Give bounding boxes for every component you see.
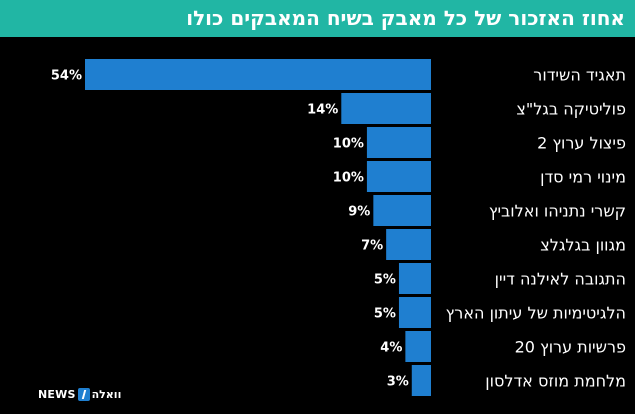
bar (398, 297, 431, 328)
bar-value-label: 14% (307, 103, 338, 118)
bar (411, 365, 431, 396)
category-label: פוליטיקה בגל"צ (516, 100, 626, 119)
bar-value-label: 54% (51, 69, 82, 84)
category-label: התגובה לאילנה דיין (495, 270, 626, 289)
category-label: פיצול ערוץ 2 (537, 134, 626, 153)
category-label: תאגיד השידור (533, 66, 626, 85)
bar-value-label: 10% (333, 137, 364, 152)
title-bar: אחוז האזכור של כל מאבק בשיח המאבקים כולו (0, 0, 635, 37)
bar-value-label: 9% (348, 205, 370, 220)
bar-value-label: 4% (380, 341, 402, 356)
category-label: מגוון בגלגלצ (540, 236, 626, 255)
bar (366, 127, 431, 158)
bar-value-label: 7% (361, 239, 383, 254)
bar (405, 331, 431, 362)
category-label: מלחמת מוזס אדלסון (485, 372, 626, 391)
bar-value-label: 10% (333, 171, 364, 186)
category-label: מינוי רמי סדן (540, 168, 626, 187)
category-label: פרשיות ערוץ 20 (515, 338, 626, 357)
chart-title: אחוז האזכור של כל מאבק בשיח המאבקים כולו (186, 6, 625, 30)
bar (398, 263, 431, 294)
category-label: קשרי נתניהו ואלוביץ (489, 202, 626, 221)
bar (373, 195, 431, 226)
bar-value-label: 5% (374, 307, 396, 322)
bar-chart: 54% תאגיד השידור 14% פוליטיקה בגל"צ 10% פיצול… (51, 59, 626, 396)
bar (366, 161, 431, 192)
logo-brand-text: וואלה (91, 387, 122, 401)
category-label: הלגיטימיות של עיתון הארץ (446, 304, 626, 323)
walla-news-logo: NEWS וואלה (38, 385, 121, 403)
bar (341, 93, 431, 124)
bar (386, 229, 431, 260)
bar (85, 59, 431, 90)
logo-mark-icon (77, 387, 90, 401)
bar-value-label: 3% (387, 375, 409, 390)
bar-value-label: 5% (374, 273, 396, 288)
logo-news-text: NEWS (38, 387, 76, 401)
